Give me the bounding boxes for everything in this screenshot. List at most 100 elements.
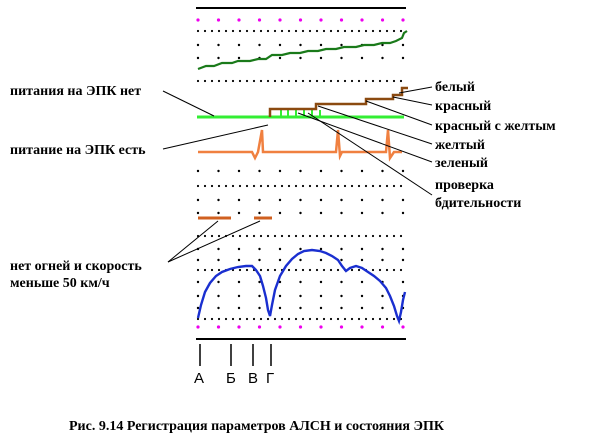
grid-dot xyxy=(266,268,270,272)
grid-dot xyxy=(266,317,270,321)
grid-dot xyxy=(357,184,361,188)
grid-dot xyxy=(381,169,384,173)
marker-dot xyxy=(401,325,405,329)
grid-dot xyxy=(401,247,405,251)
grid-dot xyxy=(294,184,298,188)
grid-dot xyxy=(299,169,302,173)
grid-dot xyxy=(299,258,302,262)
grid-dot xyxy=(350,29,354,33)
grid-dot xyxy=(322,268,326,272)
grid-dot xyxy=(238,268,242,272)
grid-dot xyxy=(350,234,354,238)
grid-dot xyxy=(385,268,389,272)
signal-red-yellow: красный с желтым xyxy=(435,119,556,134)
grid-dot xyxy=(203,317,207,321)
grid-dot xyxy=(378,234,382,238)
grid-dot xyxy=(299,247,302,251)
grid-dot xyxy=(217,268,221,272)
grid-dot xyxy=(360,169,364,173)
grid-dot xyxy=(399,29,403,33)
grid-dot xyxy=(266,29,270,33)
grid-dot xyxy=(280,317,284,321)
grid-dot xyxy=(237,198,241,202)
grid-dot xyxy=(371,184,375,188)
grid-dot xyxy=(258,169,261,173)
grid-dot xyxy=(217,79,221,83)
grid-dot xyxy=(287,317,291,321)
grid-dot xyxy=(381,306,384,310)
grid-dot xyxy=(237,247,241,251)
signal-vigilance-line1: проверка xyxy=(435,178,494,193)
grid-dot xyxy=(196,198,200,202)
grid-dot xyxy=(392,79,396,83)
grid-dot xyxy=(315,317,319,321)
signal-white: белый xyxy=(435,80,475,95)
grid-dot xyxy=(237,306,241,310)
grid-dot xyxy=(371,234,375,238)
grid-dot xyxy=(238,29,242,33)
grid-dot xyxy=(273,29,277,33)
grid-dot xyxy=(343,29,347,33)
grid-dot xyxy=(217,43,220,47)
marker-dot xyxy=(319,18,323,22)
marker-dot xyxy=(216,18,221,22)
grid-dot xyxy=(231,29,235,33)
grid-dot xyxy=(378,184,382,188)
grid-dot xyxy=(371,29,375,33)
grid-dot xyxy=(196,317,200,321)
right-leader-lines xyxy=(297,86,433,196)
grid-dot xyxy=(217,247,220,251)
time-mark-g: Г xyxy=(266,370,274,387)
grid-dot xyxy=(336,234,340,238)
grid-dot xyxy=(238,79,242,83)
marker-dot xyxy=(401,18,405,22)
grid-dot xyxy=(299,294,302,298)
grid-dot xyxy=(217,234,221,238)
grid-dot xyxy=(340,169,343,173)
grid-dot xyxy=(217,184,221,188)
grid-dot xyxy=(340,294,343,298)
grid-dot xyxy=(322,184,326,188)
grid-dot xyxy=(301,234,305,238)
epk-state-line xyxy=(198,129,402,162)
grid-dot xyxy=(196,280,200,284)
grid-dot xyxy=(319,198,323,202)
grid-dot xyxy=(360,280,364,284)
grid-dot xyxy=(392,317,396,321)
grid-dot xyxy=(224,184,228,188)
grid-dot xyxy=(217,29,221,33)
grid-dot xyxy=(299,198,302,202)
chart-frame xyxy=(196,7,406,340)
grid-dot xyxy=(273,268,277,272)
grid-dot xyxy=(401,169,405,173)
marker-dot xyxy=(237,18,241,22)
grid-dot xyxy=(278,56,282,60)
grid-dot xyxy=(273,317,277,321)
grid-dot xyxy=(308,29,312,33)
marker-dot xyxy=(298,325,303,329)
grid-dot xyxy=(245,317,249,321)
label-no-lights-line1: нет огней и скорость xyxy=(10,259,142,274)
marker-dot xyxy=(319,325,323,329)
grid-dot xyxy=(329,79,333,83)
grid-dot xyxy=(401,56,405,60)
grid-dot xyxy=(301,184,305,188)
grid-dot xyxy=(258,306,261,310)
grid-dot xyxy=(266,79,270,83)
grid-dot xyxy=(308,317,312,321)
grid-dot xyxy=(196,306,200,310)
speed-curve xyxy=(196,248,407,326)
grid-dot xyxy=(196,258,200,262)
grid-dot xyxy=(231,184,235,188)
grid-dot xyxy=(399,268,403,272)
grid-dot xyxy=(385,79,389,83)
grid-dot xyxy=(196,43,200,47)
grid-dot xyxy=(203,234,207,238)
grid-dot xyxy=(360,306,364,310)
grid-dot xyxy=(196,29,200,33)
grid-dot xyxy=(319,280,323,284)
grid-dot xyxy=(259,79,263,83)
marker-dot xyxy=(278,18,282,22)
grid-dot xyxy=(238,234,242,238)
grid-dot xyxy=(210,29,214,33)
